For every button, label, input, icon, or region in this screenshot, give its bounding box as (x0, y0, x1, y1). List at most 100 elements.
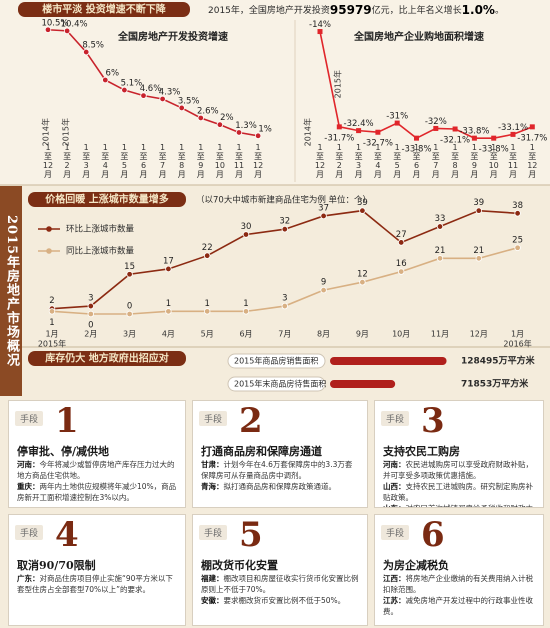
data-label: -31.7% (517, 133, 547, 143)
marker (433, 125, 439, 131)
data-label: 2% (220, 113, 234, 123)
data-label: 3.5% (178, 96, 200, 106)
marker (126, 310, 133, 318)
data-label: 1 (49, 318, 54, 328)
marker (102, 76, 109, 84)
marker (436, 255, 444, 262)
x-tick-label: 1 至 12 月 (253, 143, 263, 179)
summary: 2015年，全国房地产开发投资95979亿元，比上年名义增长1.0%。 (208, 3, 504, 17)
card-item: 河南：今年将减少或暂停房地产库存压力过大的地方商品住宅供地。 (17, 459, 177, 481)
data-label: 33 (435, 214, 446, 224)
data-label: 9 (321, 278, 326, 288)
marker (529, 124, 535, 130)
marker (165, 308, 172, 315)
card-number: 6 (421, 515, 445, 555)
card-number: 3 (421, 401, 445, 441)
card-text: 减免房地产开发过程中的行政事业性收费。 (383, 596, 533, 616)
chart-title: 全国房地产企业购地面积增速 (353, 30, 484, 43)
legend-label: 同比上涨城市数量 (66, 246, 135, 257)
data-label: 39 (473, 198, 484, 208)
data-label: 0 (88, 321, 93, 331)
annotation: 2015年 (61, 118, 71, 146)
x-tick-label: 11月 (431, 330, 449, 339)
marker (140, 92, 147, 99)
card-tag: 手段 (199, 411, 228, 426)
x-tick-label: 5月 (201, 330, 214, 339)
marker (63, 27, 71, 35)
data-label: 1.3% (235, 121, 257, 131)
x-tick-label: 12月 (470, 330, 488, 339)
marker (320, 212, 327, 220)
section-pill (28, 351, 186, 366)
card: 手段 5 棚改货币化安置 福建：棚改项目和房屋征收实行货币化安置比例原则上不低于70%… (192, 514, 368, 626)
data-label: 3 (282, 294, 287, 304)
marker (356, 128, 362, 134)
marker (452, 126, 458, 132)
data-label: -33.1% (498, 123, 528, 133)
x-tick-label: 1月 (511, 330, 524, 339)
marker (398, 268, 405, 275)
x-tick-label: 1 至 12 月 (315, 143, 325, 179)
data-label: 1% (258, 124, 272, 134)
data-label: 128495万平方米 (461, 355, 536, 367)
chart-title: 全国房地产开发投资增速 (117, 30, 228, 43)
summary-part: 1.0% (462, 3, 495, 17)
data-label: 4.3% (159, 87, 181, 97)
marker (178, 104, 185, 112)
section-pill (18, 2, 190, 17)
card: 手段 6 为房企减税负 江西：将房地产企业缴纳的有关费用纳入计税扣除范围。 江苏：减免房… (374, 514, 544, 626)
data-label: -32% (425, 117, 447, 127)
marker (203, 252, 211, 259)
card-region: 重庆： (17, 482, 40, 491)
series-line (47, 28, 259, 137)
data-label: 3 (88, 294, 93, 304)
marker (281, 302, 288, 310)
annotation: 2015年 (333, 70, 343, 98)
card-item: 福建：棚改项目和房屋征收实行货币化安置比例原则上不低于70%。 (201, 573, 359, 595)
marker (398, 239, 405, 246)
marker (165, 265, 172, 273)
data-label: 32 (279, 217, 290, 227)
card-region: 广东： (17, 574, 40, 583)
card-tag: 手段 (199, 525, 228, 540)
card-text: 计划今年在4.6万套保障房中的3.3万套保障房可从存量商品房中调剂。 (201, 460, 353, 480)
data-label: 10.4% (61, 19, 88, 29)
marker (48, 308, 56, 315)
data-label: 2.6% (197, 106, 219, 116)
data-label: -31.7% (324, 133, 354, 143)
x-tick-label: 6月 (239, 330, 252, 339)
data-label: 37 (318, 203, 329, 213)
marker (203, 308, 211, 315)
marker (242, 231, 250, 238)
data-label: 12 (357, 270, 368, 280)
card-region: 福建： (201, 574, 224, 583)
card-region: 江苏： (383, 596, 406, 605)
card: 手段 1 停审批、停/减供地 河南：今年将减少或暂停房地产库存压力过大的地方商品住宅供… (8, 400, 186, 508)
marker (471, 135, 477, 141)
marker (87, 310, 94, 318)
x-tick-label: 3月 (123, 330, 136, 339)
summary-part: 95979 (330, 3, 372, 17)
annotation: 2014年 (41, 118, 51, 146)
data-label: 5.1% (121, 79, 143, 89)
card-item: 重庆：两年内土地供应规模将年减少10%，商品房新开工面积增速控制在3%以内。 (17, 481, 177, 503)
data-label: 27 (396, 230, 407, 240)
data-label: -14% (309, 20, 331, 30)
card-text: 今年将减少或暂停房地产库存压力过大的地方商品住宅供地。 (17, 460, 175, 480)
card-region: 安徽： (201, 596, 224, 605)
card-text: 将房地产企业缴纳的有关费用纳入计税扣除范围。 (383, 574, 533, 594)
card-text: 对农民首次城镇买房给予税收和财政支持。 (383, 504, 534, 507)
card-region: 江西： (383, 574, 406, 583)
card-body: 甘肃：计划今年在4.6万套保障房中的3.3万套保障房可从存量商品房中调剂。 青海：… (201, 459, 359, 492)
series-line (319, 31, 533, 140)
category-label: 2015年末商品房待售面积 (234, 379, 326, 389)
section-title: 库存仍大 地方政府出招应对 (45, 352, 168, 365)
data-label: 71853万平方米 (461, 378, 529, 390)
x-tick-label: 7月 (278, 330, 291, 339)
